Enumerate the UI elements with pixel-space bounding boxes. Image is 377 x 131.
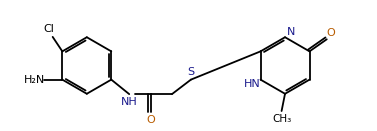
Text: O: O — [146, 115, 155, 125]
Text: H₂N: H₂N — [24, 75, 45, 85]
Text: HN: HN — [244, 79, 260, 89]
Text: NH: NH — [121, 97, 138, 107]
Text: CH₃: CH₃ — [273, 114, 292, 124]
Text: N: N — [287, 27, 296, 37]
Text: S: S — [187, 67, 195, 77]
Text: O: O — [326, 28, 335, 38]
Text: Cl: Cl — [43, 24, 54, 34]
